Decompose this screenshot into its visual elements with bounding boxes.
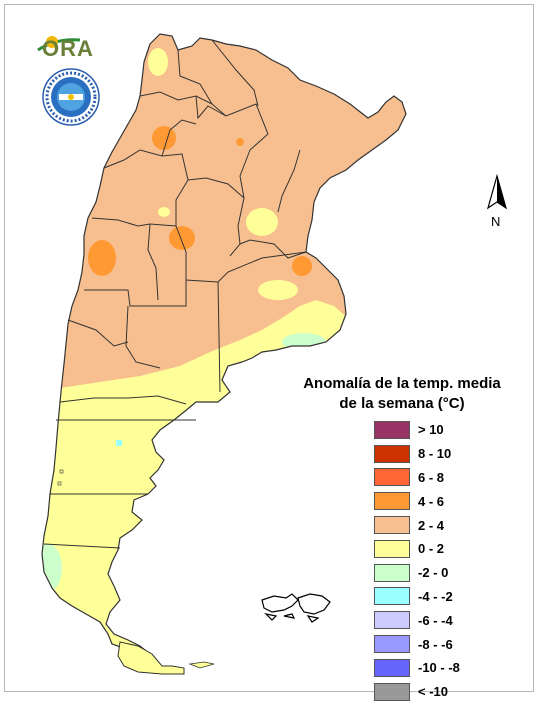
north-arrow: N bbox=[484, 172, 510, 232]
legend-title-line1: Anomalía de la temp. media bbox=[303, 375, 501, 392]
ora-logo: ORA bbox=[36, 30, 104, 69]
legend-swatch bbox=[374, 563, 410, 582]
legend-item: 8 - 10 bbox=[374, 442, 514, 466]
legend-item: 2 - 4 bbox=[374, 513, 514, 537]
legend-label: 4 - 6 bbox=[418, 493, 445, 509]
north-label: N bbox=[491, 214, 500, 229]
legend-item: -4 - -2 bbox=[374, 585, 514, 609]
legend-label: 8 - 10 bbox=[418, 446, 452, 462]
anomaly-area-4-6-sanjuan bbox=[88, 240, 116, 276]
legend-swatch bbox=[374, 611, 410, 630]
legend-item: 4 - 6 bbox=[374, 489, 514, 513]
legend-label: 2 - 4 bbox=[418, 517, 445, 533]
legend-swatch bbox=[374, 516, 410, 535]
legend-item: > 10 bbox=[374, 418, 514, 442]
legend-item: -2 - 0 bbox=[374, 561, 514, 585]
legend-label: 6 - 8 bbox=[418, 469, 445, 485]
anomaly-area-0-2-northwest bbox=[148, 48, 168, 76]
legend-swatch bbox=[374, 635, 410, 654]
anomaly-area-0-2-east bbox=[258, 280, 298, 300]
legend-swatch bbox=[374, 539, 410, 558]
isla-de-los-estados bbox=[188, 661, 215, 669]
legend-swatch bbox=[374, 658, 410, 677]
legend-label: 0 - 2 bbox=[418, 541, 445, 557]
legend-swatch bbox=[374, 587, 410, 606]
north-arrow-icon: N bbox=[486, 173, 508, 229]
ora-logo-graphic: ORA bbox=[37, 36, 94, 61]
anomaly-area-4-6-cordoba bbox=[169, 226, 195, 250]
legend: > 10 8 - 10 6 - 8 4 - 6 2 - 4 0 - 2 -2 - 0 -4 -… bbox=[374, 418, 514, 704]
legend-label: > 10 bbox=[418, 422, 444, 438]
anomaly-area-0-2-north bbox=[246, 208, 278, 236]
svg-text:ORA: ORA bbox=[42, 36, 94, 61]
legend-swatch bbox=[374, 682, 410, 701]
tierra-del-fuego bbox=[117, 641, 185, 675]
legend-item: < -10 bbox=[374, 680, 514, 704]
legend-item: -8 - -6 bbox=[374, 632, 514, 656]
legend-label: -8 - -6 bbox=[418, 636, 453, 652]
anomaly-area-minus4-m2 bbox=[116, 440, 122, 446]
legend-swatch bbox=[374, 420, 410, 439]
legend-title: Anomalía de la temp. media de la semana … bbox=[296, 374, 508, 414]
legend-label: -6 - -4 bbox=[418, 612, 453, 628]
southern-islets bbox=[57, 469, 64, 486]
malvinas-islands bbox=[261, 593, 331, 623]
legend-label: -2 - 0 bbox=[418, 565, 449, 581]
legend-item: 0 - 2 bbox=[374, 537, 514, 561]
smn-seal bbox=[42, 68, 100, 126]
legend-item: 6 - 8 bbox=[374, 466, 514, 490]
legend-swatch bbox=[374, 468, 410, 487]
legend-swatch bbox=[374, 492, 410, 511]
province-borders bbox=[43, 39, 307, 549]
legend-label: < -10 bbox=[418, 684, 448, 700]
anomaly-area-0-2-small bbox=[158, 207, 170, 217]
anomaly-area-4-6-santiago bbox=[236, 138, 244, 146]
legend-label: -4 - -2 bbox=[418, 588, 453, 604]
legend-item: -6 - -4 bbox=[374, 608, 514, 632]
anomaly-area-4-6-salta bbox=[152, 126, 176, 150]
smn-seal-graphic bbox=[42, 68, 100, 126]
legend-title-line2: de la semana (°C) bbox=[339, 395, 465, 412]
anomaly-area-minus2-0-south bbox=[42, 544, 62, 592]
legend-label: -10 - -8 bbox=[418, 660, 460, 676]
anomaly-area-minus2-0-coast bbox=[282, 333, 326, 351]
anomaly-area-4-6-entrerios bbox=[292, 256, 312, 276]
legend-item: -10 - -8 bbox=[374, 656, 514, 680]
legend-swatch bbox=[374, 444, 410, 463]
